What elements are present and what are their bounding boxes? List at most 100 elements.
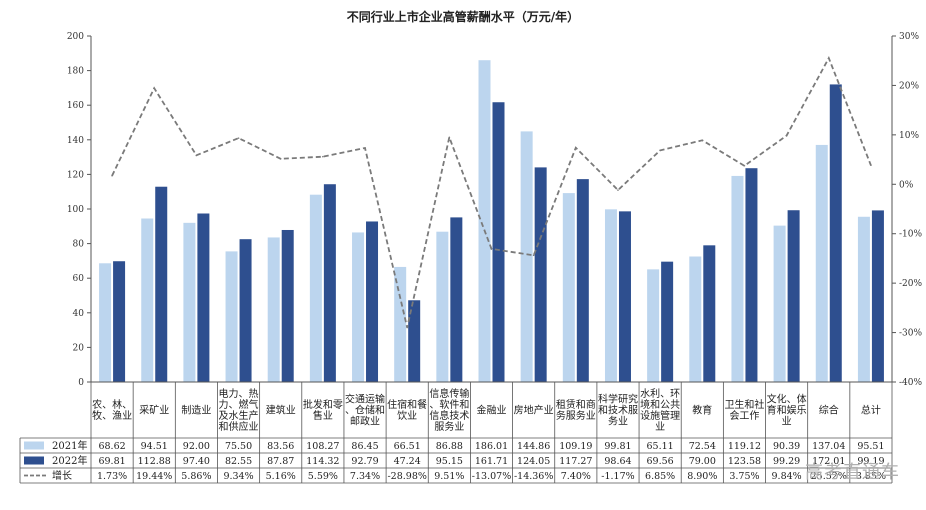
data-table-value: 114.32	[306, 456, 339, 467]
bar-2021	[183, 222, 196, 382]
data-table-value: 7.34%	[350, 471, 380, 482]
category-label: 住宿和餐饮业	[387, 398, 427, 422]
data-table-value: 119.12	[728, 441, 761, 452]
data-table-value: 66.51	[394, 441, 421, 452]
legend-label: 2021年	[52, 439, 87, 452]
bar-2022	[366, 221, 379, 382]
growth-point	[279, 157, 282, 160]
data-table-value: 5.86%	[181, 471, 211, 482]
y-right-tick-label: 20%	[899, 81, 919, 91]
bar-2022	[745, 168, 758, 382]
data-table-value: 172.01	[812, 456, 845, 467]
bar-2022	[829, 84, 842, 382]
growth-point	[406, 326, 408, 329]
data-table-value: 137.04	[812, 441, 845, 452]
bar-2021	[857, 216, 870, 382]
bar-2022	[408, 300, 421, 382]
bar-2021	[394, 266, 407, 382]
data-table-value: -13.07%	[472, 471, 511, 482]
category-label: 农、林、牧、渔业	[92, 398, 132, 422]
bar-2022	[113, 261, 126, 382]
data-table-value: 117.27	[559, 456, 592, 467]
bar-2021	[267, 237, 280, 382]
bar-2021	[309, 194, 322, 382]
chart-title: 不同行业上市企业高管薪酬水平（万元/年）	[346, 10, 580, 24]
y-right-tick-label: -40%	[899, 378, 922, 388]
data-table-value: 108.27	[306, 441, 339, 452]
y-left-tick-label: 180	[67, 67, 84, 77]
legend-label: 增长	[52, 469, 72, 482]
data-table-value: 9.84%	[772, 471, 802, 482]
bar-2022	[871, 210, 884, 382]
category-label: 电力、热力、燃气及水生产和供应业	[219, 387, 259, 433]
data-table-value: 124.05	[517, 456, 550, 467]
y-left-tick-label: 60	[73, 274, 85, 284]
category-label: 文化、体育和娱乐业	[767, 393, 807, 428]
growth-point	[153, 87, 156, 89]
data-table-value: 79.00	[689, 456, 716, 467]
data-table-value: 144.86	[517, 441, 550, 452]
data-table-value: 69.81	[98, 456, 125, 467]
category-label: 水利、环境和公共设施管理业	[640, 388, 680, 433]
bar-2021	[99, 263, 112, 382]
category-label: 综合	[819, 404, 839, 417]
data-table-value: 95.15	[436, 456, 463, 467]
category-label: 总计	[861, 404, 881, 417]
data-table-value: 68.62	[98, 441, 125, 452]
category-label: 交通运输、仓储和邮政业	[345, 393, 385, 428]
data-table-value: 186.01	[475, 441, 508, 452]
bar-2022	[323, 184, 336, 382]
y-right-tick-label: -30%	[899, 329, 922, 339]
bar-2022	[197, 213, 210, 382]
growth-point	[111, 174, 113, 177]
y-left-tick-label: 100	[67, 205, 84, 215]
growth-point	[659, 149, 661, 152]
y-left-tick-label: 80	[73, 240, 85, 250]
growth-point	[827, 57, 830, 59]
data-table-value: 99.81	[604, 441, 631, 452]
data-table-value: 1.73%	[97, 471, 127, 482]
category-label: 卫生和社会工作	[724, 398, 764, 422]
bar-2021	[815, 144, 828, 382]
category-label: 批发和零售业	[303, 398, 343, 422]
data-table-value: 99.19	[857, 456, 884, 467]
bar-2021	[436, 231, 449, 382]
y-left-tick-label: 140	[67, 136, 84, 146]
data-table-value: 92.00	[183, 441, 210, 452]
bar-2022	[787, 210, 800, 382]
bar-2021	[562, 193, 575, 382]
bar-2022	[576, 179, 589, 382]
growth-point	[701, 139, 704, 142]
data-table-value: 83.56	[267, 441, 294, 452]
growth-point	[743, 164, 746, 167]
bar-2021	[773, 225, 786, 382]
bar-2021	[731, 175, 744, 382]
bar-2022	[703, 245, 716, 382]
data-table-value: 5.16%	[266, 471, 296, 482]
bar-2022	[155, 186, 168, 382]
data-table-value: 99.29	[773, 456, 800, 467]
bar-2021	[225, 251, 238, 382]
growth-point	[785, 134, 788, 137]
y-left-tick-label: 20	[73, 343, 85, 353]
data-table-value: 65.11	[647, 441, 674, 452]
bar-2021	[689, 256, 702, 382]
data-table-value: 47.24	[394, 456, 421, 467]
bar-2022	[534, 167, 547, 382]
data-table-value: 72.54	[689, 441, 716, 452]
legend-key-2022年	[24, 456, 44, 465]
data-table-value: 92.79	[351, 456, 378, 467]
growth-point	[490, 248, 493, 250]
data-table-value: 69.56	[647, 456, 674, 467]
growth-point	[575, 146, 577, 149]
data-table-value: 3.85%	[856, 471, 886, 482]
data-table-value: 87.87	[267, 456, 294, 467]
data-table-value: 112.88	[138, 456, 171, 467]
y-right-tick-label: 30%	[899, 32, 919, 42]
data-table-value: 123.58	[728, 456, 761, 467]
bar-2022	[239, 239, 252, 382]
category-label: 租赁和商务服务业	[556, 398, 596, 422]
y-right-tick-label: 0%	[899, 180, 914, 190]
data-table-value: 90.39	[773, 441, 800, 452]
